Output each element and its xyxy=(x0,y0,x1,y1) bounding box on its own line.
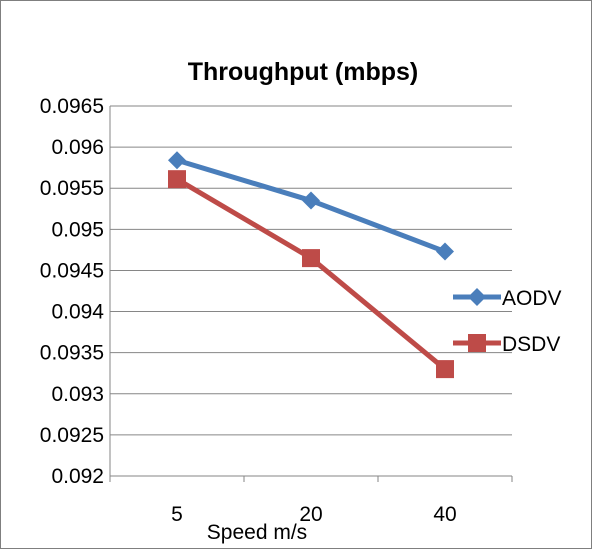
data-point-dsdv xyxy=(302,249,320,268)
y-tick-label: 0.0955 xyxy=(40,177,104,200)
legend-marker-dsdv xyxy=(468,334,486,352)
y-tick-label: 0.0935 xyxy=(40,342,104,365)
y-tick-label: 0.094 xyxy=(51,301,104,324)
x-axis-title: Speed m/s xyxy=(207,521,307,544)
y-tick-label: 0.093 xyxy=(51,383,104,406)
y-tick-label: 0.092 xyxy=(51,465,104,488)
series xyxy=(168,151,454,379)
data-point-aodv xyxy=(436,242,454,261)
y-tick-labels: 0.0965 0.096 0.0955 0.095 0.0945 0.094 0.0935 0… xyxy=(40,95,105,488)
data-point-aodv xyxy=(302,191,320,210)
x-tick-label: 20 xyxy=(299,503,322,526)
data-point-aodv xyxy=(168,151,186,170)
legend-label-aodv: AODV xyxy=(502,287,562,310)
legend: AODV DSDV xyxy=(453,287,562,356)
legend-label-dsdv: DSDV xyxy=(502,333,560,356)
x-tick-labels: 5 20 40 xyxy=(171,503,457,526)
y-tick-label: 0.0925 xyxy=(40,424,104,447)
y-tick-label: 0.096 xyxy=(51,136,104,159)
data-point-dsdv xyxy=(436,360,454,379)
chart-title: Throughput (mbps) xyxy=(188,58,419,86)
x-tick-label: 40 xyxy=(433,503,456,526)
y-tick-label: 0.095 xyxy=(51,218,104,241)
x-tick-label: 5 xyxy=(171,503,183,526)
y-tick-label: 0.0965 xyxy=(40,95,104,118)
axes xyxy=(109,106,513,482)
legend-marker-aodv xyxy=(468,288,486,306)
y-tick-label: 0.0945 xyxy=(40,259,104,282)
data-point-dsdv xyxy=(168,170,186,189)
gridlines xyxy=(110,105,512,436)
